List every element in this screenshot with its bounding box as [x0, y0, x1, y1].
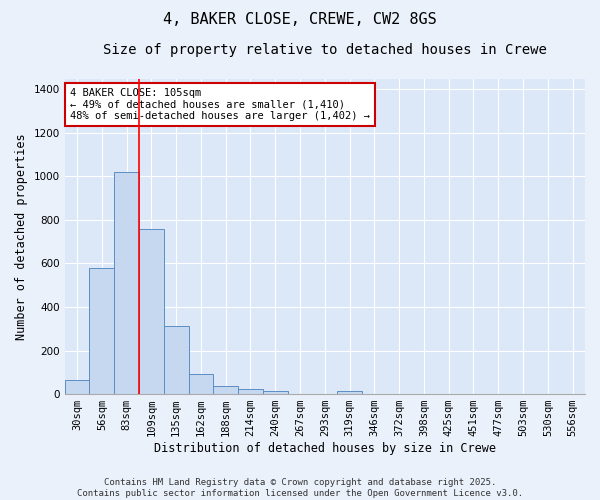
Bar: [188, 374, 214, 394]
Bar: [139, 228, 164, 394]
Y-axis label: Number of detached properties: Number of detached properties: [15, 133, 28, 340]
Bar: [337, 391, 362, 394]
Bar: [238, 390, 263, 394]
Bar: [65, 380, 89, 394]
Bar: [164, 326, 188, 394]
Bar: [263, 391, 287, 394]
Text: Contains HM Land Registry data © Crown copyright and database right 2025.
Contai: Contains HM Land Registry data © Crown c…: [77, 478, 523, 498]
Bar: [89, 268, 114, 394]
Text: 4, BAKER CLOSE, CREWE, CW2 8GS: 4, BAKER CLOSE, CREWE, CW2 8GS: [163, 12, 437, 28]
Text: 4 BAKER CLOSE: 105sqm
← 49% of detached houses are smaller (1,410)
48% of semi-d: 4 BAKER CLOSE: 105sqm ← 49% of detached …: [70, 88, 370, 121]
Title: Size of property relative to detached houses in Crewe: Size of property relative to detached ho…: [103, 42, 547, 56]
Bar: [114, 172, 139, 394]
X-axis label: Distribution of detached houses by size in Crewe: Distribution of detached houses by size …: [154, 442, 496, 455]
Bar: [214, 386, 238, 394]
